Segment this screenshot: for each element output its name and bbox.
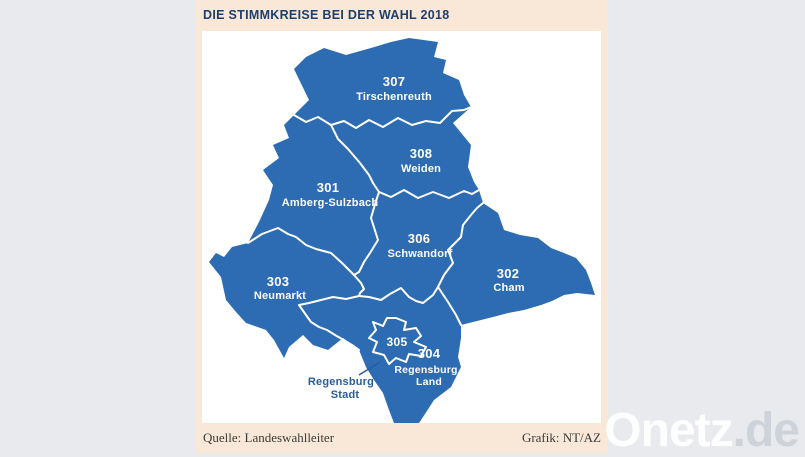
border-303-304 [298,295,360,351]
district-label-307-number: 307 [383,74,406,89]
district-label-308-number: 308 [410,146,433,161]
border-301-303 [247,227,355,276]
border-303-306 [353,274,365,297]
graphic-title: DIE STIMMKREISE BEI DER WAHL 2018 [203,8,450,22]
callout-label-line1: Regensburg [308,376,374,388]
district-label-306-name: Schwandorf [388,248,453,260]
district-borders [247,106,484,365]
district-labels: 307 Tirschenreuth 308 Weiden 301 Amberg-… [254,74,525,388]
region-silhouette [209,38,595,423]
onetz-logo-brand: Onetz [604,404,733,457]
district-label-301-name: Amberg-Sulzbach [282,197,379,209]
source-credit: Quelle: Landeswahlleiter [203,430,335,445]
district-label-305-number: 305 [387,335,408,349]
border-301-306 [353,191,380,276]
district-label-303-number: 303 [267,274,290,289]
border-306-304 [358,286,439,304]
map-canvas: 307 Tirschenreuth 308 Weiden 301 Amberg-… [202,31,601,423]
border-305-regensburg-stadt [368,317,427,365]
district-label-307-name: Tirschenreuth [356,91,432,103]
callout-label-line2: Stadt [331,389,360,401]
district-label-306-number: 306 [408,231,431,246]
graphic-credit: Grafik: NT/AZ [521,430,601,445]
district-label-303-name: Neumarkt [254,290,306,302]
callout-pointer-line [358,361,381,376]
onetz-logo: Onetz.de [604,404,800,457]
district-label-302-name: Cham [493,282,524,294]
border-301-308 [330,124,380,193]
border-308-306 [378,189,480,199]
district-label-304-name-line2: Land [416,376,442,388]
stimmkreise-map: 307 Tirschenreuth 308 Weiden 301 Amberg-… [209,38,595,423]
district-label-308-name: Weiden [401,163,441,175]
regensburg-stadt-callout: Regensburg Stadt [308,361,381,401]
district-label-304-number: 304 [418,346,441,361]
border-306-302 [437,202,484,288]
border-307-south [293,106,472,129]
onetz-logo-tld: .de [732,404,800,457]
district-label-301-number: 301 [317,180,340,195]
district-label-304-name-line1: Regensburg [394,364,457,376]
border-302-304 [437,286,462,326]
district-label-302-number: 302 [497,266,520,281]
